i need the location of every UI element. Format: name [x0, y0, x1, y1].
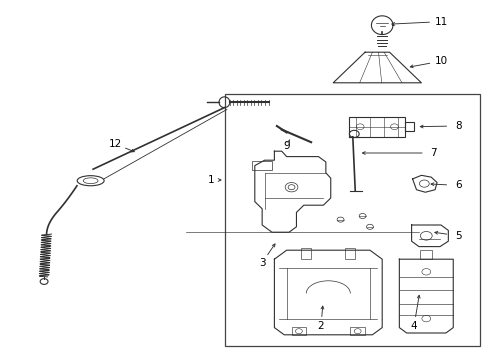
- Bar: [350, 327, 365, 335]
- Text: 6: 6: [455, 180, 462, 190]
- Bar: [252, 161, 272, 170]
- Text: 7: 7: [430, 148, 437, 158]
- Text: 2: 2: [318, 321, 324, 331]
- Bar: [225, 94, 480, 346]
- Text: 3: 3: [259, 258, 266, 268]
- Text: 10: 10: [435, 56, 447, 66]
- Text: 8: 8: [455, 121, 462, 131]
- Text: 5: 5: [455, 231, 462, 241]
- Bar: [301, 248, 311, 259]
- Text: 11: 11: [434, 17, 448, 27]
- Bar: [349, 117, 406, 136]
- Text: 9: 9: [283, 141, 290, 151]
- Bar: [292, 327, 306, 335]
- Bar: [406, 122, 415, 131]
- Text: 1: 1: [207, 175, 214, 185]
- Bar: [420, 250, 432, 259]
- Text: 12: 12: [108, 139, 122, 149]
- Text: 4: 4: [411, 321, 417, 331]
- Bar: [345, 248, 355, 259]
